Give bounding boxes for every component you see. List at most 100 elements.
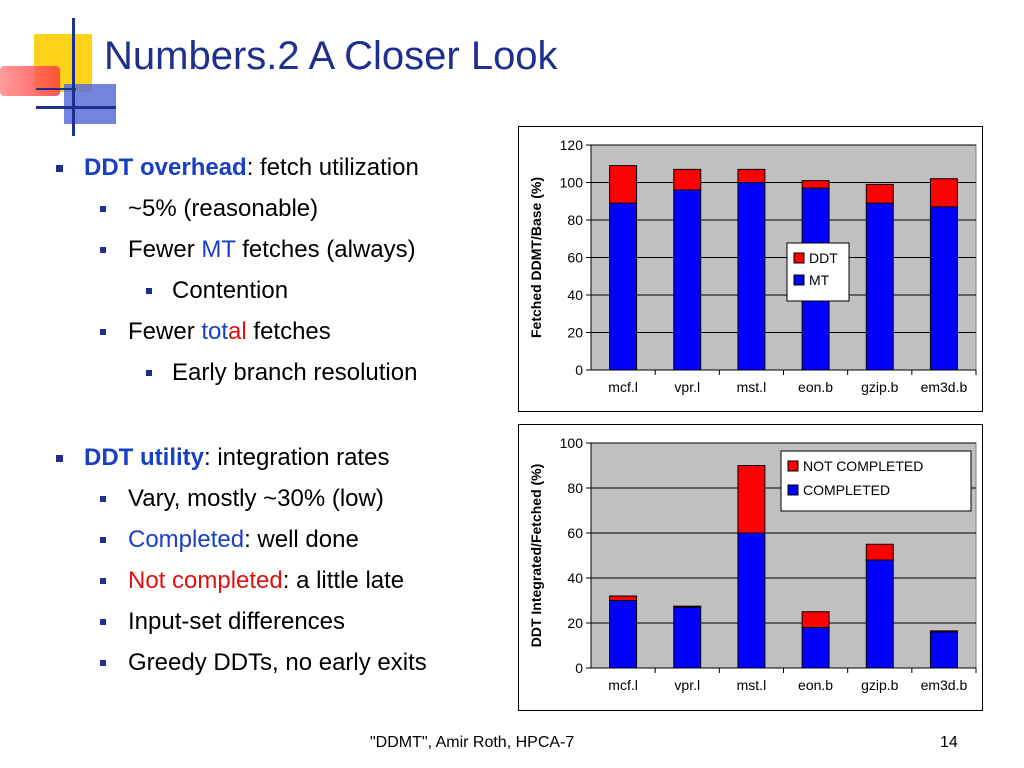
bullet-marker — [56, 455, 63, 462]
y-tick-label: 40 — [567, 287, 583, 303]
bullet-marker — [100, 537, 106, 543]
x-tick-label: vpr.l — [674, 677, 700, 693]
x-tick-label: eon.b — [798, 677, 833, 693]
legend-swatch — [787, 484, 799, 496]
slide-title: Numbers.2 A Closer Look — [104, 34, 558, 78]
bullet-marker — [100, 660, 106, 666]
y-tick-label: 0 — [575, 660, 583, 676]
bullet-input-set: Input-set differences — [100, 608, 346, 636]
bullet-text: fetches — [246, 318, 331, 345]
bullet-marker — [100, 329, 106, 335]
bar-completed-em3d-b — [929, 631, 958, 669]
chart-ddt-integrated: 0 20 40 60 80 100 mcf.l vpr.l mst.l eon.b gzip.b em… — [528, 435, 977, 693]
y-tick-label: 60 — [567, 525, 583, 541]
bar-mt-vpr-l — [673, 189, 702, 371]
x-tick-label: mst.l — [737, 379, 767, 395]
bar-ddt-vpr-l — [673, 168, 702, 191]
legend-label: DDT — [809, 250, 838, 266]
y-axis-label: DDT Integrated/Fetched (%) — [528, 464, 544, 648]
bullet-text: Early branch resolution — [172, 359, 418, 386]
y-tick-label: 20 — [567, 325, 583, 341]
bullet-text: : integration rates — [204, 444, 390, 471]
bar-not-completed-vpr-l — [673, 605, 702, 608]
y-tick-label: 80 — [567, 480, 583, 496]
bullet-text: : well done — [244, 526, 359, 553]
x-tick-label: eon.b — [798, 379, 833, 395]
bullet-reasonable: ~5% (reasonable) — [100, 195, 319, 223]
bullet-text: Greedy DDTs, no early exits — [128, 649, 427, 676]
footer-citation: "DDMT", Amir Roth, HPCA-7 — [370, 734, 575, 751]
y-tick-label: 100 — [560, 175, 584, 191]
bullet-ddt-overhead: DDT overhead: fetch utilization — [56, 154, 419, 182]
x-tick-label: vpr.l — [674, 379, 700, 395]
bar-not-completed-gzip-b — [865, 543, 894, 561]
bar-mt-mcf-l — [609, 202, 638, 371]
bullet-tot-word: tot — [201, 318, 229, 345]
bullet-marker — [146, 288, 152, 294]
bullet-marker — [100, 578, 106, 584]
decoration-red-glow — [0, 66, 60, 96]
y-tick-label: 120 — [560, 137, 584, 153]
bar-completed-mst-l — [737, 532, 766, 669]
bar-not-completed-em3d-b — [929, 630, 958, 633]
bullet-text: ~5% (reasonable) — [128, 195, 319, 222]
bullet-fewer-total: Fewer total fetches — [100, 318, 331, 346]
bullet-marker — [146, 370, 152, 376]
bullet-fewer-mt: Fewer MT fetches (always) — [100, 236, 416, 264]
bullet-text: : a little late — [282, 567, 405, 594]
bullet-mt-word: MT — [201, 236, 236, 263]
bullet-text: : fetch utilization — [246, 154, 419, 181]
legend-box — [780, 450, 972, 512]
bullet-contention: Contention — [146, 277, 289, 305]
decoration-vertical-line — [72, 18, 75, 136]
bullet-vary: Vary, mostly ~30% (low) — [100, 485, 384, 513]
x-tick-label: mst.l — [737, 677, 767, 693]
decoration-horizontal-line — [36, 106, 116, 109]
bullet-completed-word: Completed — [128, 526, 245, 553]
x-tick-label: em3d.b — [921, 379, 968, 395]
x-tick-label: mcf.l — [608, 677, 638, 693]
bullet-marker — [100, 206, 106, 212]
y-tick-label: 40 — [567, 570, 583, 586]
decoration-horizontal-line-2 — [36, 88, 76, 90]
bullet-text: Vary, mostly ~30% (low) — [128, 485, 384, 512]
bullet-completed: Completed: well done — [100, 526, 359, 554]
y-tick-label: 100 — [560, 435, 584, 451]
x-tick-label: gzip.b — [861, 379, 899, 395]
bullet-ddt-utility: DDT utility: integration rates — [56, 444, 390, 472]
x-tick-label: gzip.b — [861, 677, 899, 693]
bullet-bold-text: DDT utility — [84, 444, 204, 471]
legend-label: NOT COMPLETED — [803, 458, 923, 474]
bullet-bold-text: DDT overhead — [84, 154, 247, 181]
y-axis-label: Fetched DDMT/Base (%) — [528, 177, 544, 338]
x-tick-label: mcf.l — [608, 379, 638, 395]
page-number: 14 — [940, 734, 958, 751]
bar-ddt-mcf-l — [609, 165, 638, 204]
chart-fetched-box: 0 20 40 60 80 100 120 mcf.l vpr.l mst.l eon.b gzip.… — [518, 126, 983, 412]
y-tick-label: 80 — [567, 212, 583, 228]
bullet-not-completed-word: Not completed — [128, 567, 283, 594]
chart-fetched-ddmt: 0 20 40 60 80 100 120 mcf.l vpr.l mst.l eon.b gzip.… — [528, 137, 977, 395]
bullet-not-completed: Not completed: a little late — [100, 567, 405, 595]
bullet-text: fetches (always) — [235, 236, 416, 263]
bullet-text: Input-set differences — [128, 608, 346, 635]
bar-completed-eon-b — [801, 627, 830, 669]
bar-ddt-em3d-b — [929, 178, 958, 208]
bar-mt-em3d-b — [929, 206, 958, 371]
bar-mt-mst-l — [737, 182, 766, 371]
bullet-marker — [100, 619, 106, 625]
legend-swatch — [793, 274, 805, 286]
bar-not-completed-mcf-l — [609, 595, 638, 601]
y-tick-label: 20 — [567, 615, 583, 631]
bullet-marker — [100, 496, 106, 502]
bullet-early-branch: Early branch resolution — [146, 359, 418, 387]
bar-completed-mcf-l — [609, 600, 638, 669]
bar-ddt-eon-b — [801, 180, 830, 189]
bullet-marker — [100, 247, 106, 253]
chart-integrated-box: 0 20 40 60 80 100 mcf.l vpr.l mst.l eon.b gzip.b em… — [518, 424, 983, 711]
legend-label: COMPLETED — [803, 482, 890, 498]
bullet-marker — [56, 165, 63, 172]
bullet-text: Fewer — [128, 236, 202, 263]
bullet-text: Contention — [172, 277, 289, 304]
bullet-al-word: al — [228, 318, 247, 345]
